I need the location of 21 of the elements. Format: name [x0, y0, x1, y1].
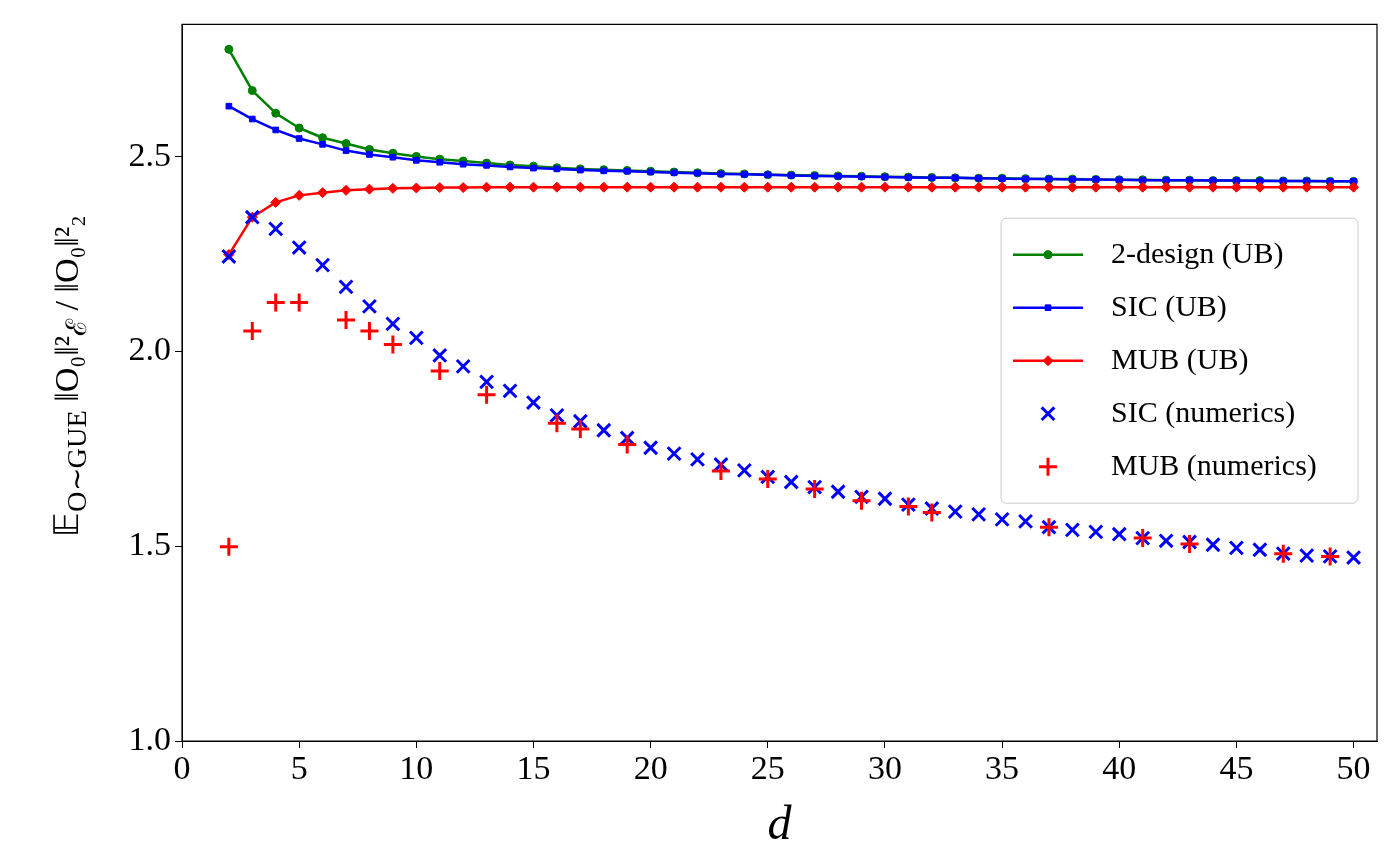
- y-tick-label: 1.0: [128, 719, 171, 757]
- x-axis-title: d: [767, 795, 793, 849]
- y-tick-label: 2.5: [128, 135, 171, 173]
- x-tick-label: 20: [633, 749, 668, 787]
- y-tick-label: 2.0: [128, 330, 171, 368]
- x-tick-label: 10: [399, 749, 434, 787]
- x-tick-label: 30: [867, 749, 902, 787]
- legend-label: 2-design (UB): [1111, 235, 1284, 270]
- legend-label: MUB (numerics): [1111, 447, 1317, 482]
- x-tick-label: 5: [290, 749, 308, 787]
- x-tick-label: 40: [1102, 749, 1137, 787]
- x-tick-label: 15: [516, 749, 551, 787]
- x-tick-label: 35: [985, 749, 1020, 787]
- legend-label: SIC (UB): [1111, 288, 1227, 323]
- x-tick-label: 50: [1336, 749, 1371, 787]
- legend-label: MUB (UB): [1111, 341, 1249, 376]
- x-tick-label: 25: [750, 749, 785, 787]
- legend-label: SIC (numerics): [1111, 394, 1296, 429]
- x-tick-label: 45: [1219, 749, 1254, 787]
- y-tick-label: 1.5: [128, 525, 171, 563]
- x-tick-label: 0: [173, 749, 191, 787]
